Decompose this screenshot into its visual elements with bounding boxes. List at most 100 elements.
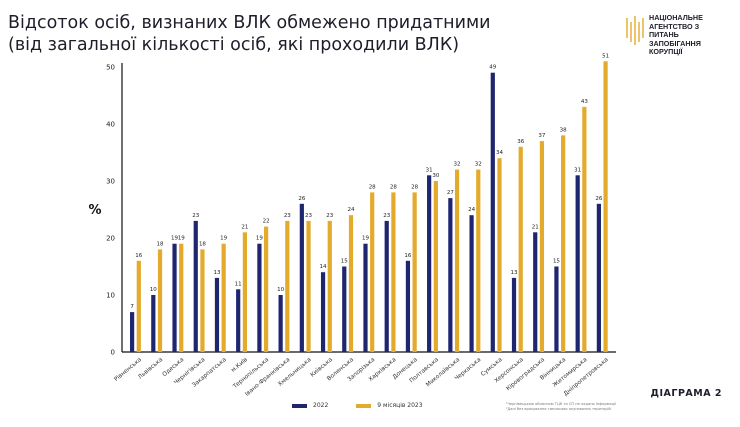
- bar-9 місяців 2023: [221, 243, 226, 352]
- data-label: 21: [532, 224, 539, 230]
- data-label: 15: [553, 259, 560, 265]
- data-label: 37: [538, 133, 545, 139]
- data-label: 31: [426, 167, 433, 173]
- data-label: 19: [220, 236, 227, 242]
- bar-2022: [151, 295, 156, 352]
- data-label: 36: [517, 139, 524, 145]
- data-label: 27: [447, 190, 454, 196]
- bar-9 місяців 2023: [561, 135, 566, 352]
- bar-2022: [278, 295, 283, 352]
- bar-9 місяців 2023: [264, 226, 269, 352]
- bar-9 місяців 2023: [412, 192, 417, 352]
- bar-2022: [511, 277, 517, 352]
- bar-2022: [554, 266, 559, 352]
- data-label: 15: [341, 259, 348, 265]
- bar-9 місяців 2023: [242, 232, 247, 352]
- legend-swatch: [292, 403, 307, 408]
- bar-2022: [193, 220, 198, 352]
- bar-2022: [130, 312, 135, 352]
- title-line-1: Відсоток осіб, визнаних ВЛК обмежено при…: [8, 13, 491, 33]
- x-tick-label: Тернопільська: [232, 357, 271, 391]
- legend-label: 9 місяців 2023: [377, 402, 423, 409]
- data-label: 51: [602, 53, 609, 59]
- data-label: 23: [383, 213, 390, 219]
- y-tick-label: 50: [106, 64, 115, 72]
- data-label: 23: [305, 213, 312, 219]
- diagram-label: ДІАГРАМА 2: [650, 388, 722, 399]
- bar-9 місяців 2023: [603, 61, 608, 353]
- data-label: 14: [320, 264, 327, 270]
- data-label: 38: [560, 127, 567, 133]
- bar-2022: [299, 203, 304, 352]
- bar-9 місяців 2023: [391, 192, 396, 352]
- data-label: 49: [489, 65, 496, 71]
- bar-2022: [469, 215, 474, 352]
- data-label: 43: [581, 99, 588, 105]
- bar-2022: [575, 175, 580, 352]
- bar-9 місяців 2023: [200, 249, 205, 352]
- bar-2022: [448, 198, 453, 352]
- bar-2022: [405, 260, 411, 352]
- bar-9 місяців 2023: [454, 169, 460, 352]
- bar-2022: [320, 272, 326, 352]
- bar-2022: [533, 232, 538, 352]
- data-label: 19: [362, 236, 369, 242]
- bar-9 місяців 2023: [518, 146, 523, 352]
- bar-9 місяців 2023: [370, 192, 375, 352]
- data-label: 16: [404, 253, 411, 259]
- bar-2022: [257, 243, 262, 352]
- data-label: 23: [326, 213, 333, 219]
- y-tick-label: 10: [106, 292, 115, 300]
- footnotes: ¹Чернівецькою обласною ТЦК та СП не нада…: [506, 402, 616, 412]
- data-label: 19: [171, 236, 178, 242]
- bar-9 місяців 2023: [348, 215, 354, 352]
- bar-9 місяців 2023: [327, 220, 332, 352]
- data-label: 26: [595, 196, 602, 202]
- data-label: 18: [157, 241, 164, 247]
- bar-2022: [490, 72, 495, 352]
- bar-2022: [596, 203, 601, 352]
- bar-2022: [172, 243, 177, 352]
- y-tick-label: 30: [106, 178, 115, 186]
- bar-9 місяців 2023: [476, 169, 481, 352]
- bar-2022: [214, 277, 220, 352]
- bar-9 місяців 2023: [497, 158, 502, 352]
- trident-logo-icon: [626, 16, 644, 45]
- data-label: 24: [347, 207, 354, 213]
- data-label: 13: [511, 270, 518, 276]
- bar-9 місяців 2023: [136, 260, 141, 352]
- y-tick-label: 40: [106, 121, 115, 129]
- data-label: 32: [475, 162, 482, 168]
- logo-text: Національне агентство з питань запобіган…: [649, 13, 703, 56]
- data-label: 28: [369, 184, 376, 190]
- legend-label: 2022: [313, 402, 329, 409]
- x-tick-label: м.Київ: [230, 357, 249, 374]
- data-label: 30: [432, 173, 439, 179]
- data-label: 34: [496, 150, 503, 156]
- bar-2022: [384, 220, 389, 352]
- footnote: ²Дані без врахування тимчасово окуповани…: [506, 407, 611, 411]
- bar-9 місяців 2023: [285, 220, 290, 352]
- data-label: 26: [298, 196, 305, 202]
- y-tick-label: 0: [111, 349, 115, 357]
- bar-2022: [427, 175, 432, 352]
- bar-9 місяців 2023: [582, 106, 587, 353]
- data-label: 11: [235, 281, 242, 287]
- y-axis-label: %: [88, 203, 101, 218]
- data-label: 13: [213, 270, 220, 276]
- data-label: 22: [263, 219, 270, 225]
- y-tick-label: 20: [106, 235, 115, 243]
- legend-swatch: [356, 403, 372, 408]
- data-label: 19: [256, 236, 263, 242]
- data-label: 31: [574, 167, 581, 173]
- title-line-2: (від загальної кількості осіб, які прохо…: [8, 35, 460, 55]
- chart-title: Відсоток осіб, визнаних ВЛК обмежено при…: [8, 12, 491, 56]
- footnote: ¹Чернівецькою обласною ТЦК та СП не нада…: [506, 402, 617, 406]
- data-label: 18: [199, 241, 206, 247]
- nazk-logo: Національне агентство з питань запобіган…: [625, 13, 727, 57]
- legend: 2022 9 місяців 2023: [292, 402, 423, 409]
- data-label: 10: [150, 287, 157, 293]
- data-label: 10: [277, 287, 284, 293]
- bar-9 місяців 2023: [157, 249, 163, 352]
